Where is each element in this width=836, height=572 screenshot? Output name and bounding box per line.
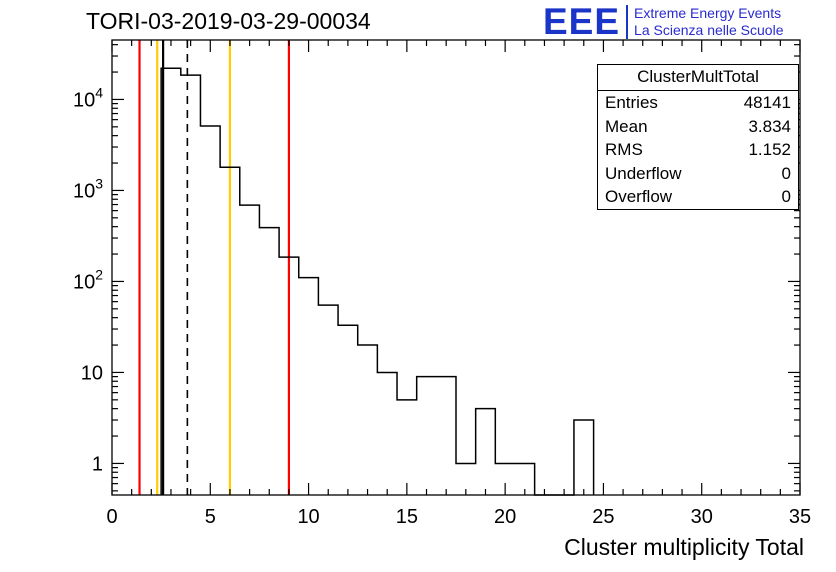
stats-box-title: ClusterMultTotal [598,65,798,91]
stats-value: 48141 [743,93,791,112]
stats-row: Mean 3.834 [598,115,798,139]
stats-row: Overflow 0 [598,185,798,209]
y-tick-label: 10 [81,362,103,384]
eee-logo: EEE Extreme Energy Events La Scienza nel… [543,2,783,42]
plot-frame [111,39,801,496]
y-tick-label: 1 [92,453,103,475]
stats-label: RMS [605,140,643,159]
x-tick-label: 25 [592,506,614,528]
stats-value: 0 [781,187,791,206]
stats-value: 1.152 [748,140,791,159]
plot-title: TORI-03-2019-03-29-00034 [86,8,371,34]
y-tick-label: 102 [73,266,103,293]
stats-value: 0 [781,163,791,183]
stats-box: ClusterMultTotal Entries 48141 Mean 3.834 RM… [597,64,799,210]
x-tick-label: 20 [494,506,516,528]
logo-divider [626,5,629,39]
stats-label: Overflow [605,187,673,206]
y-tick-label: 103 [73,175,103,202]
stats-value: 3.834 [748,116,791,136]
x-axis-title: Cluster multiplicity Total [564,534,804,560]
logo-subtitle-english: Extreme Energy Events [634,5,782,21]
stats-label: Entries [605,93,658,112]
x-tick-label: 10 [297,506,319,528]
eee-logo-text: Extreme Energy Events La Scienza nelle S… [634,2,783,39]
x-tick-label: 15 [396,506,418,528]
stats-label: Mean [605,116,648,136]
stats-row: RMS 1.152 [598,138,798,162]
stats-row: Entries 48141 [598,91,798,115]
x-tick-label: 35 [789,506,811,528]
x-tick-label: 0 [106,506,117,528]
stats-box-rows: Entries 48141 Mean 3.834 RMS 1.152 Underflow 0 O… [598,91,798,209]
histogram-line [160,67,595,496]
eee-logo-letters: EEE [543,1,621,42]
stats-label: Underflow [605,163,682,183]
y-tick-label: 104 [73,84,103,111]
logo-subtitle-italian: La Scienza nelle Scuole [634,22,784,38]
x-tick-label: 5 [205,506,216,528]
stats-row: Underflow 0 [598,162,798,186]
x-tick-label: 30 [691,506,713,528]
